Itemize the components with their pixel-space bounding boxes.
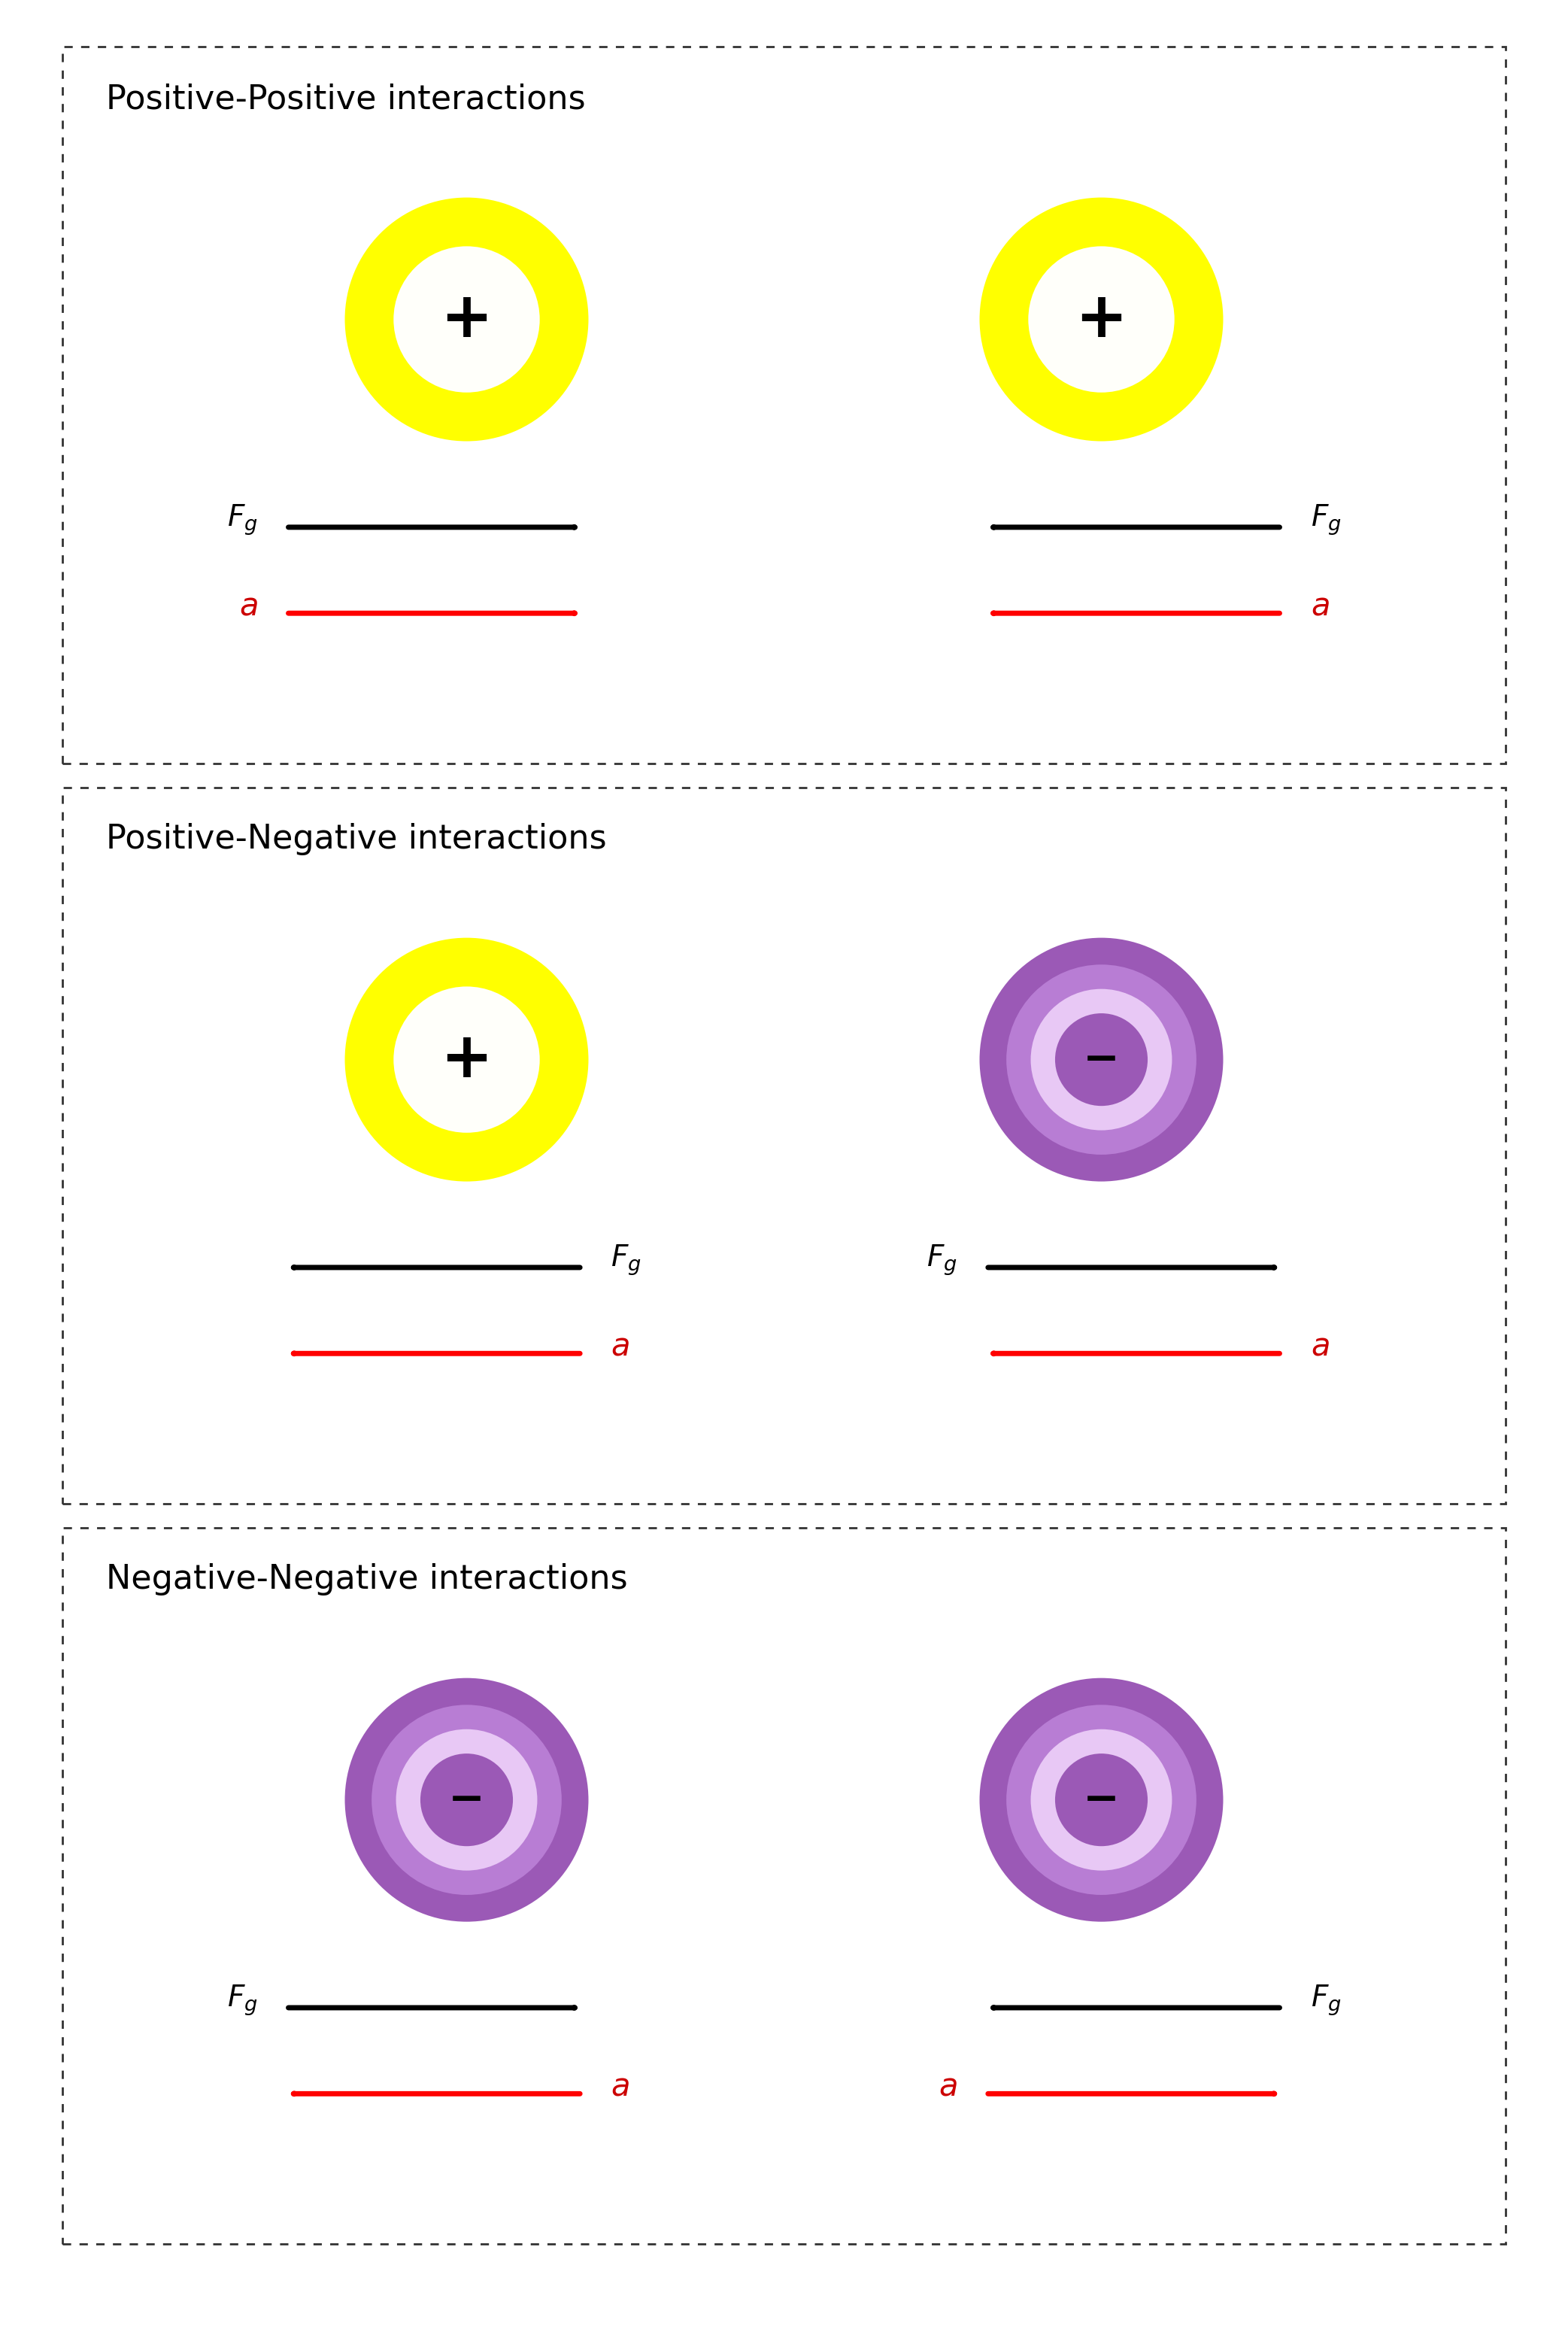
Ellipse shape (1055, 1753, 1148, 1847)
Ellipse shape (1029, 247, 1174, 392)
Text: $a$: $a$ (238, 590, 257, 623)
Ellipse shape (345, 197, 588, 442)
Text: $F_g$: $F_g$ (612, 1243, 641, 1278)
Text: $F_g$: $F_g$ (227, 503, 257, 538)
Ellipse shape (1030, 989, 1171, 1130)
Ellipse shape (1007, 1704, 1196, 1894)
FancyBboxPatch shape (63, 1528, 1505, 2244)
FancyBboxPatch shape (63, 47, 1505, 764)
Ellipse shape (394, 987, 539, 1133)
Text: −: − (1083, 1779, 1120, 1821)
Text: −: − (448, 1779, 485, 1821)
Ellipse shape (372, 1704, 561, 1894)
Ellipse shape (1030, 1730, 1171, 1871)
Text: +: + (441, 1029, 492, 1090)
Ellipse shape (1007, 963, 1196, 1154)
Text: Positive-Positive interactions: Positive-Positive interactions (107, 82, 585, 115)
Text: $a$: $a$ (1311, 590, 1330, 623)
FancyBboxPatch shape (63, 787, 1505, 1504)
Text: +: + (441, 289, 492, 350)
Text: $a$: $a$ (612, 1330, 629, 1363)
Text: +: + (1076, 289, 1127, 350)
Ellipse shape (1055, 1013, 1148, 1107)
Text: Positive-Negative interactions: Positive-Negative interactions (107, 822, 607, 855)
Text: $F_g$: $F_g$ (1311, 503, 1341, 538)
Text: $a$: $a$ (612, 2070, 629, 2103)
Ellipse shape (420, 1753, 513, 1847)
Ellipse shape (980, 197, 1223, 442)
Text: $a$: $a$ (1311, 1330, 1330, 1363)
Ellipse shape (345, 938, 588, 1182)
Text: −: − (1083, 1039, 1120, 1081)
Ellipse shape (394, 247, 539, 392)
Text: $a$: $a$ (939, 2070, 956, 2103)
Text: $F_g$: $F_g$ (227, 1983, 257, 2019)
Text: $F_g$: $F_g$ (927, 1243, 956, 1278)
Text: Negative-Negative interactions: Negative-Negative interactions (107, 1563, 627, 1596)
Text: $F_g$: $F_g$ (1311, 1983, 1341, 2019)
Ellipse shape (345, 1678, 588, 1922)
Ellipse shape (980, 1678, 1223, 1922)
Ellipse shape (980, 938, 1223, 1182)
Ellipse shape (397, 1730, 538, 1871)
